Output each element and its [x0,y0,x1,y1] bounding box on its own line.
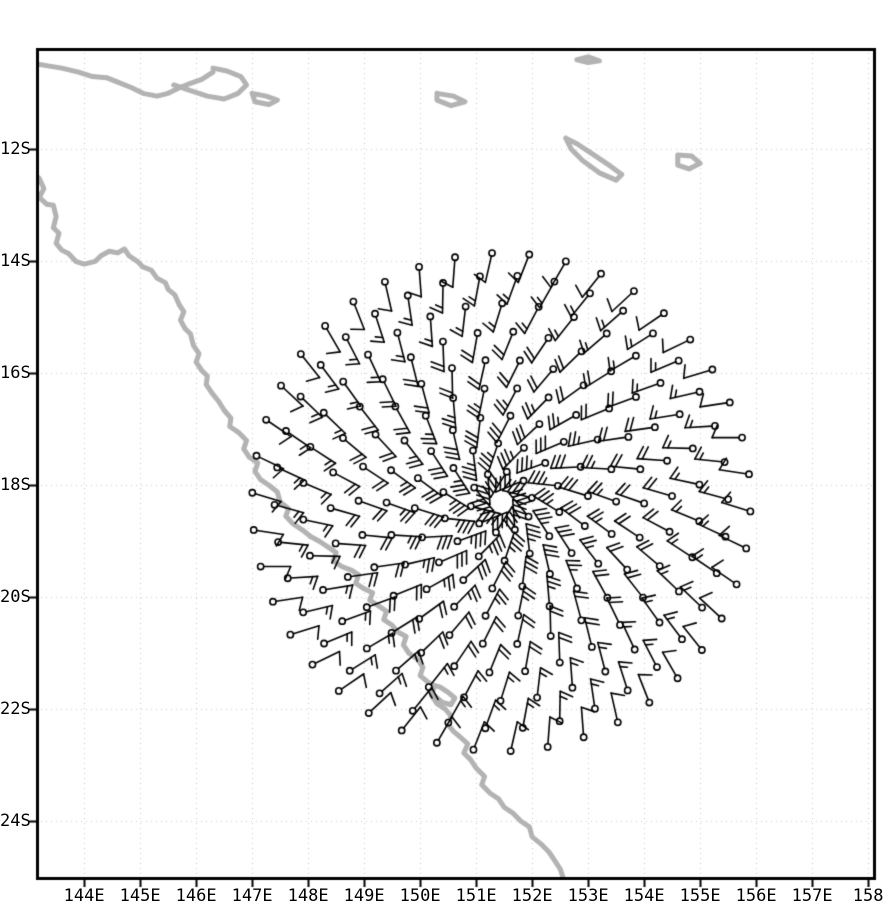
x-axis-tick-label: 151E [455,886,497,906]
y-axis-tick-label: 22S [0,699,31,720]
y-axis-tick-label: 20S [0,587,31,608]
x-axis-tick-label: 154E [623,886,665,906]
x-axis-tick-label: 146E [175,886,217,906]
y-axis-tick-label: 24S [0,811,31,832]
x-axis-tick-label: 155E [679,886,721,906]
x-axis-tick-label: 145E [119,886,161,906]
y-axis-tick-label: 18S [0,475,31,496]
y-axis-tick-label: 16S [0,363,31,384]
x-axis-tick-label: 152E [511,886,553,906]
x-axis-tick-label: 156E [735,886,777,906]
x-axis-tick-label: 158 [852,886,884,906]
plot-area[interactable] [36,48,876,880]
x-axis-tick-label: 149E [343,886,385,906]
x-axis-tick-label: 157E [791,886,833,906]
x-axis-tick-label: 144E [63,886,105,906]
x-axis-tick-label: 147E [231,886,273,906]
x-axis-tick-label: 150E [399,886,441,906]
y-axis-tick-label: 14S [0,251,31,272]
y-axis-tick-label: 12S [0,139,31,160]
x-axis-tick-label: 153E [567,886,609,906]
x-axis-tick-label: 148E [287,886,329,906]
